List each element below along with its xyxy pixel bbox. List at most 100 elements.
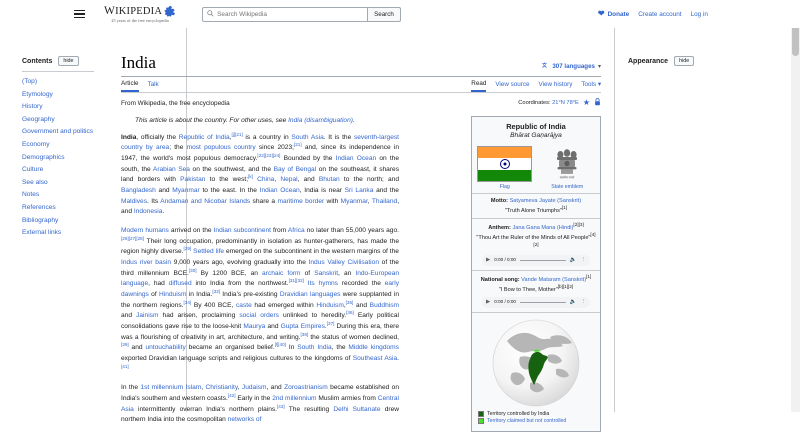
toc-item-references[interactable]: References <box>22 203 56 211</box>
wiki-link[interactable]: untouchability <box>145 344 186 352</box>
wiki-link[interactable]: Middle kingdoms <box>348 344 399 352</box>
wiki-link[interactable]: Africa <box>287 226 305 234</box>
state-emblem-image[interactable]: सत्यमेव जयते <box>549 146 585 182</box>
flag-caption[interactable]: Flag <box>499 184 510 190</box>
toc-item-economy[interactable]: Economy <box>22 140 50 148</box>
wiki-link[interactable]: maritime border <box>277 197 325 205</box>
wiki-link[interactable]: Delhi Sultanate <box>333 405 381 413</box>
national-song-audio-player[interactable]: ▶ 0:00 / 0:00 🔈 ⋮ <box>482 296 590 308</box>
wiki-link[interactable]: Gupta Empires <box>280 322 325 330</box>
tab-tools[interactable]: Tools ▾ <box>581 81 601 88</box>
wiki-link[interactable]: China <box>257 176 275 184</box>
wiki-link[interactable]: Myanmar <box>340 197 368 205</box>
wiki-link[interactable]: Christianity <box>205 384 238 392</box>
scrollbar-thumb[interactable] <box>792 0 799 56</box>
wiki-link[interactable]: Dravidian languages <box>279 290 341 298</box>
toc-item-see-also[interactable]: See also <box>22 178 48 186</box>
wiki-link[interactable]: Southeast Asia <box>352 354 398 362</box>
wiki-link[interactable]: most populous country <box>186 144 256 152</box>
toc-item-top[interactable]: (Top) <box>22 78 38 85</box>
toc-item-external-links[interactable]: External links <box>22 229 62 237</box>
play-icon[interactable]: ▶ <box>486 298 491 305</box>
wiki-link[interactable]: Republic of India <box>178 133 230 141</box>
wiki-link[interactable]: Modern humans <box>121 226 169 234</box>
national-song-language[interactable]: (Sanskrit) <box>562 276 587 283</box>
motto-value[interactable]: Satyameva Jayate <box>509 198 556 204</box>
appearance-hide-button[interactable]: hide <box>674 56 695 66</box>
wiki-link[interactable]: Maldives <box>121 197 148 205</box>
wiki-link[interactable]: Judaism <box>241 384 267 392</box>
main-menu-icon[interactable] <box>68 3 90 25</box>
volume-icon[interactable]: 🔈 <box>569 256 577 263</box>
tab-talk[interactable]: Talk <box>147 81 159 88</box>
wiki-link[interactable]: Maurya <box>243 322 266 330</box>
wiki-link[interactable]: archaic form <box>262 269 301 277</box>
wiki-link[interactable]: Hinduism <box>158 290 187 298</box>
wiki-link[interactable]: Indian subcontinent <box>213 226 271 234</box>
anthem-audio-progress-slider[interactable] <box>519 259 566 262</box>
wikipedia-logo[interactable]: WIKIPEDIA 25 years of the free encyclope… <box>104 5 176 23</box>
flag-of-india-image[interactable] <box>477 146 533 182</box>
wiki-link[interactable]: Bay of Bengal <box>273 165 317 173</box>
log-in-link[interactable]: Log in <box>690 10 708 18</box>
wiki-link[interactable]: Buddhism <box>369 301 399 309</box>
wiki-link[interactable]: Indo-European language <box>121 269 400 288</box>
anthem-audio-player[interactable]: ▶ 0:00 / 0:00 🔈 ⋮ <box>482 254 590 266</box>
wiki-link[interactable]: Hinduism <box>316 301 344 309</box>
wiki-link[interactable]: Indonesia <box>133 208 163 216</box>
play-icon[interactable]: ▶ <box>486 256 491 263</box>
wiki-link[interactable]: Sanskrit <box>314 269 339 277</box>
search-input[interactable] <box>217 10 364 18</box>
national-song-translation-ref[interactable]: [b][1][2] <box>557 283 574 289</box>
toc-item-government-and-politics[interactable]: Government and politics <box>22 128 94 136</box>
anthem-language[interactable]: (Hindi) <box>556 224 574 231</box>
wiki-link[interactable]: Bhutan <box>318 176 340 184</box>
create-account-link[interactable]: Create account <box>638 10 682 18</box>
wiki-link[interactable]: Indus Valley Civilisation <box>308 258 379 266</box>
page-scrollbar[interactable] <box>791 0 800 412</box>
tab-view-source[interactable]: View source <box>495 81 530 88</box>
toc-item-history[interactable]: History <box>22 103 43 111</box>
toc-item-culture[interactable]: Culture <box>22 166 44 174</box>
wiki-link[interactable]: Nepal <box>280 176 298 184</box>
more-options-icon[interactable]: ⋮ <box>580 298 587 305</box>
toc-item-etymology[interactable]: Etymology <box>22 90 53 98</box>
wiki-link[interactable]: Andaman and Nicobar Islands <box>160 197 251 205</box>
wiki-link[interactable]: Zoroastrianism <box>284 384 328 392</box>
wiki-link[interactable]: early dawnings <box>121 280 399 298</box>
motto-ref[interactable]: [1] <box>561 205 568 211</box>
wiki-link[interactable]: diffused <box>168 280 192 288</box>
wiki-link[interactable]: South Asia <box>291 133 324 141</box>
wiki-link[interactable]: 1st millennium Islam <box>140 384 202 392</box>
toc-item-bibliography[interactable]: Bibliography <box>22 216 59 224</box>
wiki-link[interactable]: caste <box>235 301 252 309</box>
wiki-link[interactable]: Its hymns <box>307 280 338 288</box>
toc-item-notes[interactable]: Notes <box>22 191 40 199</box>
wiki-link[interactable]: seventh-largest country by area <box>121 133 400 152</box>
wiki-link[interactable]: Sri Lanka <box>344 186 374 194</box>
wiki-link[interactable]: Indian Ocean <box>259 186 300 194</box>
national-song-ref[interactable]: [1] <box>586 273 592 279</box>
wiki-link[interactable]: Central Asia <box>121 395 400 413</box>
coordinates[interactable]: Coordinates: 21°N 78°E <box>518 100 579 106</box>
motto-language[interactable]: (Sanskrit) <box>557 198 582 204</box>
globe-map-image[interactable] <box>474 317 598 409</box>
anthem-translation-ref[interactable]: [4][2] <box>533 232 596 248</box>
wiki-link[interactable]: Thailand <box>371 197 398 205</box>
toc-item-demographics[interactable]: Demographics <box>22 153 65 161</box>
wiki-link[interactable]: Indus river basin <box>121 258 172 266</box>
wiki-link[interactable]: Pakistan <box>180 176 206 184</box>
national-song-value[interactable]: Vande Mataram <box>521 276 561 283</box>
wiki-link[interactable]: networks of <box>227 416 262 424</box>
search-button[interactable]: Search <box>368 6 401 22</box>
donate-link[interactable]: ❤ Donate <box>598 10 629 18</box>
wiki-link[interactable]: Myanmar <box>172 186 200 194</box>
anthem-ref[interactable]: [2][3] <box>573 222 584 228</box>
wiki-link[interactable]: Bangladesh <box>121 186 156 194</box>
anthem-value[interactable]: Jana Gana Mana <box>512 224 556 231</box>
tab-read[interactable]: Read <box>471 80 487 92</box>
state-emblem-caption[interactable]: State emblem <box>551 184 584 190</box>
language-selector[interactable]: 文 307 languages ▾ <box>542 62 601 71</box>
tab-view-history[interactable]: View history <box>538 81 573 88</box>
hatnote-link[interactable]: India (disambiguation) <box>288 117 353 124</box>
